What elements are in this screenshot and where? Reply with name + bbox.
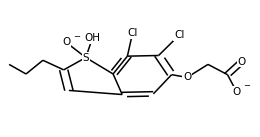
Text: O: O <box>232 87 241 97</box>
Text: OH: OH <box>84 33 100 43</box>
Text: Cl: Cl <box>127 28 138 38</box>
Text: Cl: Cl <box>174 30 185 40</box>
Text: S: S <box>82 53 89 62</box>
Text: O: O <box>183 72 191 82</box>
Text: −: − <box>244 81 250 90</box>
Text: O: O <box>62 38 70 47</box>
Text: −: − <box>73 32 80 41</box>
Text: O: O <box>238 57 246 67</box>
